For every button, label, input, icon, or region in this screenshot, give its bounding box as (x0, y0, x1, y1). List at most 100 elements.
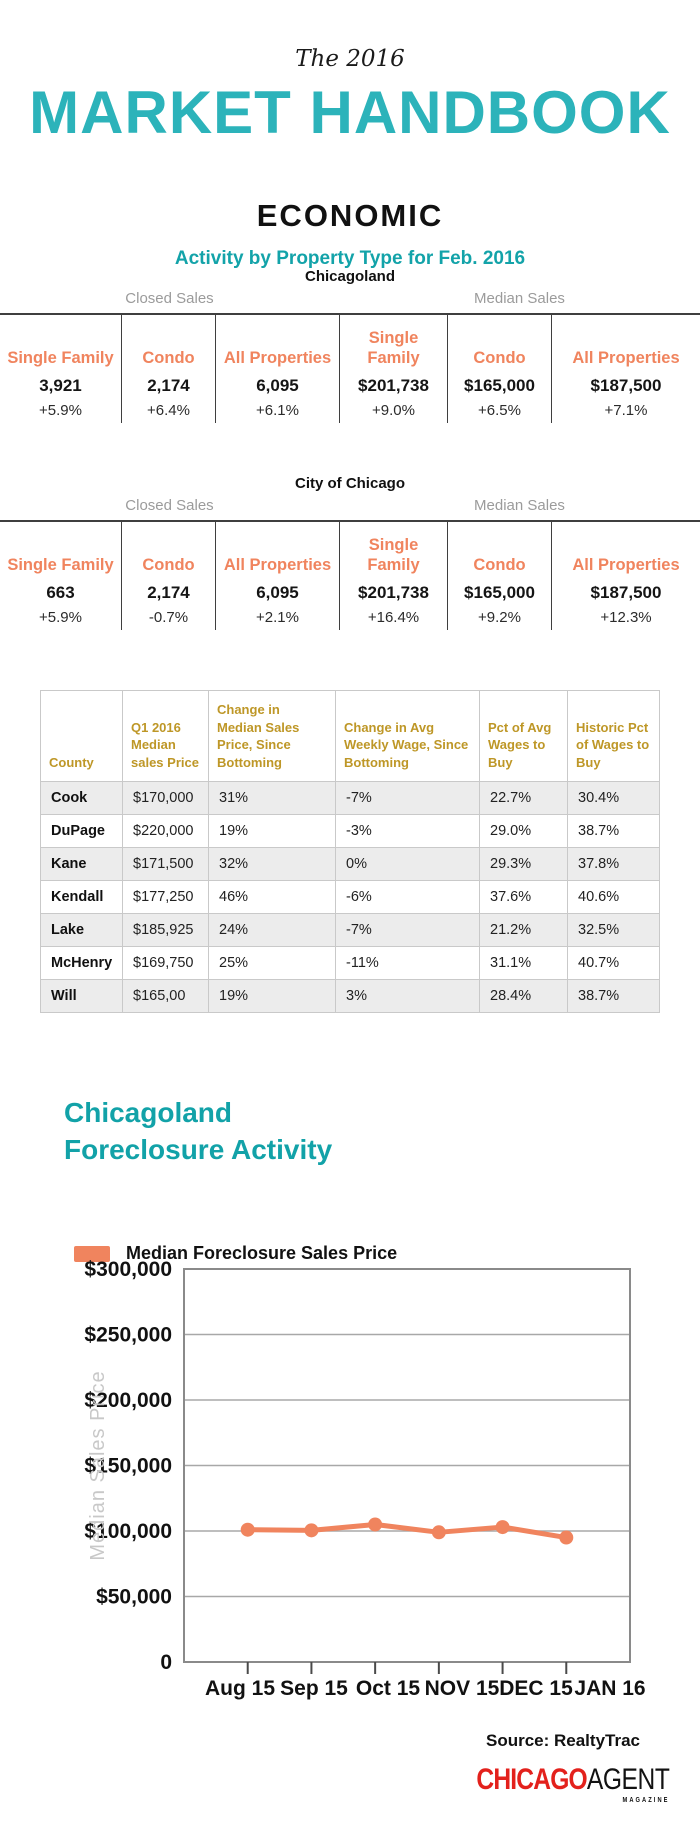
county-table-body: Cook $170,000 31% -7% 22.7% 30.4% DuPage $220,0… (40, 781, 660, 1014)
county-column-header: Pct of Avg Wages to Buy (479, 689, 568, 783)
stat-column: All Properties $187,500 +7.1% (551, 315, 700, 423)
y-tick-label: $50,000 (96, 1586, 172, 1609)
county-value-cell: $169,750 (122, 946, 209, 981)
county-value-cell: 28.4% (479, 979, 568, 1014)
stat-value: 2,174 (147, 376, 190, 395)
stat-label: All Properties (223, 349, 332, 368)
county-value-cell: 37.6% (479, 880, 568, 915)
county-column-header: Change in Avg Weekly Wage, Since Bottomi… (335, 689, 480, 783)
county-value-cell: 19% (208, 814, 336, 849)
stat-value: $187,500 (590, 376, 662, 395)
stat-value: 663 (46, 583, 75, 602)
county-value-cell: 46% (208, 880, 336, 915)
y-tick-label: 0 (160, 1651, 172, 1674)
stat-column: Single Family $201,738 +9.0% (339, 315, 447, 423)
county-name-cell: Kane (40, 847, 123, 882)
stat-label: Single Family (367, 328, 420, 368)
stat-column: Single Family 663 +5.9% (0, 522, 121, 630)
stat-column: Single Family $201,738 +16.4% (339, 522, 447, 630)
county-value-cell: 38.7% (567, 979, 660, 1014)
group-labels: Closed Sales Median Sales (0, 497, 700, 514)
legend-swatch (74, 1245, 110, 1262)
foreclosure-title: Chicagoland Foreclosure Activity (64, 1094, 332, 1168)
group-label-closed-sales: Closed Sales (125, 497, 214, 514)
stat-column: All Properties 6,095 +6.1% (215, 315, 339, 423)
stat-value: 3,921 (39, 376, 82, 395)
stat-label: All Properties (572, 556, 680, 575)
county-row: Cook $170,000 31% -7% 22.7% 30.4% (40, 781, 660, 816)
county-value-cell: 29.0% (479, 814, 568, 849)
x-tick-label: DEC 15 (499, 1677, 573, 1700)
stat-column: All Properties $187,500 +12.3% (551, 522, 700, 630)
stat-label: Single Family (367, 535, 420, 575)
stat-change: +6.4% (147, 402, 190, 419)
county-row: DuPage $220,000 19% -3% 29.0% 38.7% (40, 814, 660, 849)
stat-change: +9.2% (478, 609, 521, 626)
group-label-closed-sales: Closed Sales (125, 290, 214, 307)
stat-label: Condo (142, 556, 195, 575)
legend-label: Median Foreclosure Sales Price (126, 1243, 398, 1263)
group-label-median-sales: Median Sales (474, 290, 565, 307)
county-value-cell: $165,00 (122, 979, 209, 1014)
stat-value: $201,738 (358, 583, 429, 602)
county-row: Lake $185,925 24% -7% 21.2% 32.5% (40, 913, 660, 948)
foreclosure-chart: $300,000 $250,000 $200,000 $150,000 $100,000… (0, 1240, 700, 1720)
stat-label: All Properties (223, 556, 332, 575)
county-value-cell: -7% (335, 913, 480, 948)
logo-tagline: MAGAZINE (622, 1797, 670, 1804)
county-value-cell: 0% (335, 847, 480, 882)
page-title: MARKET HANDBOOK (29, 79, 671, 146)
stat-change: +12.3% (600, 609, 652, 626)
market-section-city-of-chicago: City of Chicago Closed Sales Median Sale… (0, 475, 700, 630)
county-column-header: Change in Median Sales Price, Since Bott… (208, 689, 336, 783)
stat-label: Single Family (7, 556, 114, 575)
y-tick-label: $250,000 (84, 1324, 172, 1347)
data-point (304, 1523, 319, 1538)
stat-column: All Properties 6,095 +2.1% (215, 522, 339, 630)
county-value-cell: 32.5% (567, 913, 660, 948)
county-value-cell: -3% (335, 814, 480, 849)
subtitle: Activity by Property Type for Feb. 2016 (174, 248, 526, 269)
market-title: Chicagoland (304, 268, 395, 285)
county-value-cell: 38.7% (567, 814, 660, 849)
county-name-cell: DuPage (40, 814, 123, 849)
group-label-median-sales: Median Sales (474, 497, 565, 514)
stat-column: Condo 2,174 +6.4% (121, 315, 215, 423)
source-credit: Source: RealtyTrac (485, 1731, 640, 1750)
stat-change: +6.1% (256, 402, 299, 419)
county-value-cell: 40.7% (567, 946, 660, 981)
stat-column: Condo $165,000 +6.5% (447, 315, 551, 423)
y-axis-title: Median Sales Price (87, 1370, 109, 1560)
stat-label: All Properties (572, 349, 680, 368)
data-point (495, 1520, 510, 1535)
county-row: Kendall $177,250 46% -6% 37.6% 40.6% (40, 880, 660, 915)
stat-change: +7.1% (604, 402, 648, 419)
county-value-cell: 21.2% (479, 913, 568, 948)
x-tick-label: Aug 15 (205, 1677, 275, 1700)
county-name-cell: Will (40, 979, 123, 1014)
chicago-agent-logo: CHICAGO AGENT MAGAZINE (476, 1763, 671, 1805)
county-name-cell: Kendall (40, 880, 123, 915)
logo-primary-text: CHICAGO (476, 1763, 588, 1796)
stat-change: +9.0% (372, 402, 415, 419)
stat-value: 6,095 (256, 583, 299, 602)
stat-value: 6,095 (256, 376, 299, 395)
foreclosure-title-line1: Chicagoland (64, 1097, 233, 1128)
county-value-cell: -7% (335, 781, 480, 816)
county-value-cell: 32% (208, 847, 336, 882)
y-tick-label: $200,000 (84, 1389, 172, 1412)
county-value-cell: $177,250 (122, 880, 209, 915)
stat-label: Condo (142, 349, 195, 368)
x-tick-label: NOV 15 (425, 1677, 500, 1700)
county-value-cell: 24% (208, 913, 336, 948)
county-name-cell: Lake (40, 913, 123, 948)
county-value-cell: 22.7% (479, 781, 568, 816)
plot-border (183, 1268, 631, 1663)
stat-label: Single Family (7, 349, 114, 368)
stat-value: $187,500 (590, 583, 662, 602)
county-value-cell: 25% (208, 946, 336, 981)
stat-change: +2.1% (256, 609, 299, 626)
x-tick-label: JAN 16 (574, 1677, 645, 1700)
county-row: McHenry $169,750 25% -11% 31.1% 40.7% (40, 946, 660, 981)
stat-grid: Single Family 663 +5.9% Condo 2,174 -0.7… (0, 520, 700, 630)
